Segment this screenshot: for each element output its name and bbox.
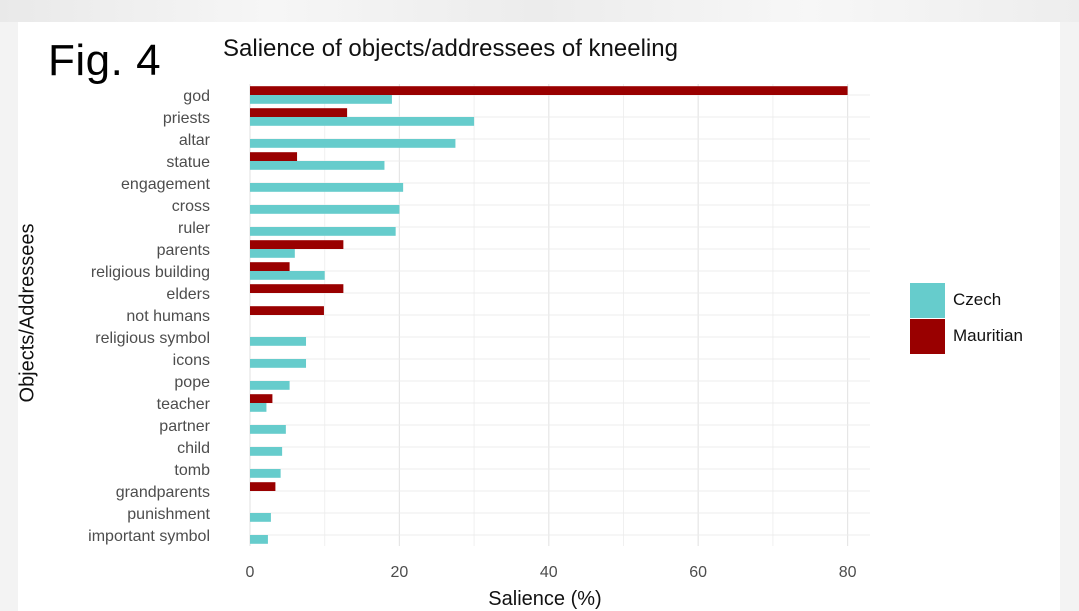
legend-item-czech: Czech [910, 282, 1023, 318]
x-tick-60: 60 [689, 564, 707, 581]
bar-czech-engagement [250, 183, 404, 192]
x-tick-20: 20 [390, 564, 408, 581]
bar-mauritian-parents [250, 240, 344, 249]
bar-czech-child [250, 447, 283, 456]
bar-czech-punishment [250, 513, 271, 522]
category-label-priests: priests [163, 110, 210, 127]
bar-mauritian-not-humans [250, 306, 324, 315]
category-label-elders: elders [166, 286, 210, 303]
bar-czech-cross [250, 205, 400, 214]
bar-czech-priests [250, 117, 475, 126]
legend-swatch-mauritian [910, 318, 945, 354]
bar-mauritian-elders [250, 284, 344, 293]
figure-label: Fig. 4 [48, 36, 162, 85]
bar-czech-icons [250, 359, 307, 368]
x-axis-label: Salience (%) [488, 588, 602, 610]
bar-mauritian-priests [250, 108, 348, 117]
bar-mauritian-god [250, 86, 848, 95]
bar-mauritian-grandparents [250, 482, 276, 491]
bar-mauritian-teacher [250, 394, 273, 403]
category-label-religious-symbol: religious symbol [95, 330, 210, 347]
bar-mauritian-religious-building [250, 262, 290, 271]
legend-label-czech: Czech [953, 290, 1002, 309]
top-band [0, 0, 1079, 22]
bar-czech-parents [250, 249, 295, 258]
category-label-tomb: tomb [174, 462, 210, 479]
category-label-important-symbol: important symbol [88, 528, 210, 545]
bar-mauritian-statue [250, 152, 298, 161]
category-label-engagement: engagement [121, 176, 211, 193]
chart-title: Salience of objects/addressees of kneeli… [223, 35, 678, 62]
bar-czech-religious-symbol [250, 337, 307, 346]
x-tick-80: 80 [839, 564, 857, 581]
category-label-grandparents: grandparents [116, 484, 210, 501]
x-tick-labels: 0 20 40 60 80 [246, 564, 857, 581]
x-tick-0: 0 [246, 564, 255, 581]
category-label-punishment: punishment [127, 506, 210, 523]
category-label-child: child [177, 440, 210, 457]
legend-swatch-czech [910, 282, 945, 318]
legend-item-mauritian: Mauritian [910, 318, 1023, 354]
category-label-teacher: teacher [157, 396, 211, 413]
category-label-not-humans: not humans [126, 308, 210, 325]
category-label-icons: icons [173, 352, 210, 369]
y-axis-label: Objects/Addressees [16, 223, 39, 403]
bar-czech-god [250, 95, 392, 104]
category-labels: god priests altar statue engagement cross rule… [88, 88, 211, 545]
bar-czech-pope [250, 381, 290, 390]
bar-czech-partner [250, 425, 286, 434]
category-label-ruler: ruler [178, 220, 211, 237]
bar-czech-tomb [250, 469, 281, 478]
category-label-god: god [183, 88, 210, 105]
bar-czech-altar [250, 139, 456, 148]
bar-czech-statue [250, 161, 385, 170]
category-label-statue: statue [166, 154, 210, 171]
legend-label-mauritian: Mauritian [953, 326, 1023, 345]
category-label-parents: parents [157, 242, 210, 259]
bar-czech-ruler [250, 227, 396, 236]
bar-czech-important-symbol [250, 535, 268, 544]
bar-czech-religious-building [250, 271, 325, 280]
category-label-partner: partner [159, 418, 210, 435]
bar-czech-teacher [250, 403, 267, 412]
category-label-cross: cross [172, 198, 210, 215]
grid-lines [249, 84, 870, 546]
category-label-altar: altar [179, 132, 211, 149]
category-label-religious-building: religious building [91, 264, 210, 281]
x-tick-40: 40 [540, 564, 558, 581]
legend: Czech Mauritian [910, 282, 1023, 354]
category-label-pope: pope [174, 374, 210, 391]
bars [250, 86, 848, 544]
